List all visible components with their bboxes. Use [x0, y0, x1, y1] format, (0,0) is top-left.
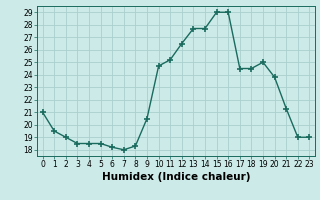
X-axis label: Humidex (Indice chaleur): Humidex (Indice chaleur): [102, 172, 250, 182]
